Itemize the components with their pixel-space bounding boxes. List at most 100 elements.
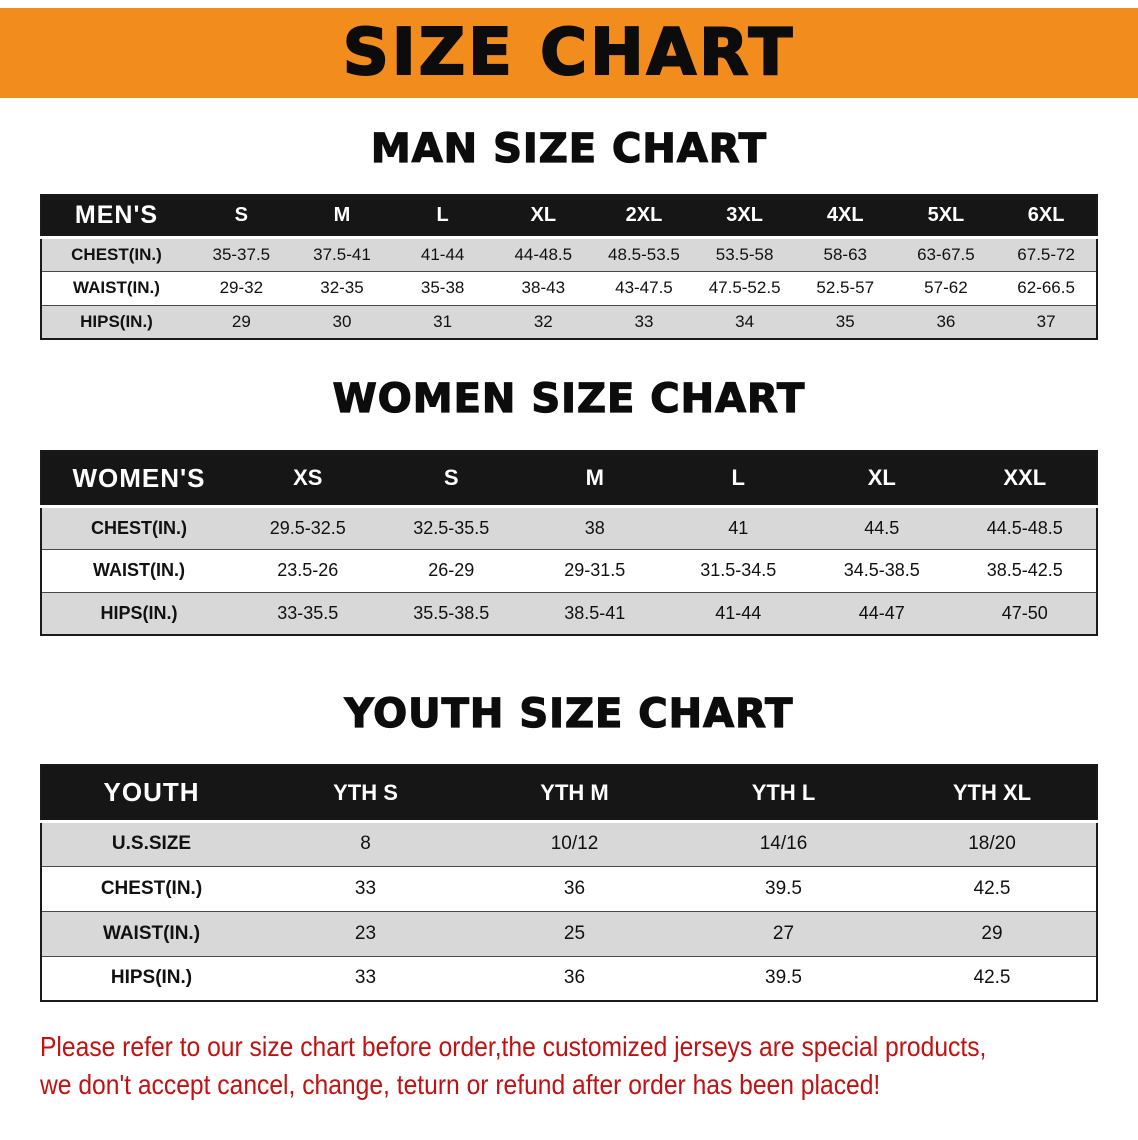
men-size-table: MEN'S S M L XL 2XL 3XL 4XL 5XL 6XL CHEST…	[40, 194, 1098, 340]
column-header: 5XL	[895, 195, 997, 239]
table-cell: 38.5-41	[564, 602, 626, 623]
table-cell: 48.5-53.5	[608, 244, 680, 264]
table-cell: 42.5	[973, 877, 1011, 899]
women-section-heading: WOMEN SIZE CHART	[332, 375, 806, 422]
table-cell: 43-47.5	[615, 278, 673, 297]
table-cell: 41	[728, 517, 749, 538]
table-cell: 53.5-58	[715, 244, 774, 264]
table-cell: 44-48.5	[514, 244, 573, 264]
table-cell: 33	[354, 877, 377, 899]
column-header: 2XL	[593, 195, 695, 239]
table-cell: 58-63	[823, 244, 867, 264]
table-cell: 67.5-72	[1017, 244, 1075, 264]
table-cell: 39.5	[765, 967, 802, 989]
table-cell: 47-50	[1001, 602, 1048, 623]
table-cell: 10/12	[550, 833, 599, 854]
column-header: 4XL	[794, 195, 896, 239]
column-header: 6XL	[996, 195, 1097, 239]
table-cell: 29-32	[219, 278, 264, 297]
row-label: U.S.SIZE	[111, 833, 192, 854]
table-row: HIPS(IN.) 33-35.5 35.5-38.5 38.5-41 41-4…	[41, 592, 1097, 635]
table-row: CHEST(IN.) 35-37.5 37.5-41 41-44 44-48.5…	[41, 237, 1097, 271]
table-cell: 31	[433, 311, 453, 331]
table-cell: 36	[936, 311, 956, 331]
table-cell: 44.5	[864, 517, 900, 538]
row-label: HIPS(IN.)	[110, 967, 193, 989]
table-cell: 33	[634, 311, 654, 331]
table-cell: 29.5-32.5	[269, 517, 346, 538]
row-label: CHEST(IN.)	[100, 877, 203, 899]
table-corner-header: WOMEN'S	[41, 451, 236, 508]
table-row: CHEST(IN.) 33 36 39.5 42.5	[41, 866, 1097, 911]
table-row: HIPS(IN.) 33 36 39.5 42.5	[41, 956, 1097, 1001]
column-header: YTH M	[470, 765, 679, 823]
table-cell: 37.5-41	[313, 244, 371, 264]
table-cell: 37	[1036, 311, 1056, 331]
row-label: CHEST(IN.)	[71, 244, 162, 264]
table-cell: 34	[735, 311, 755, 331]
table-cell: 34.5-38.5	[843, 560, 920, 580]
table-cell: 35.5-38.5	[413, 602, 490, 623]
row-label: WAIST(IN.)	[73, 278, 160, 297]
table-cell: 32.5-35.5	[413, 517, 490, 538]
table-row: U.S.SIZE 8 10/12 14/16 18/20	[41, 821, 1097, 866]
men-section-heading: MAN SIZE CHART	[370, 125, 768, 172]
row-label: WAIST(IN.)	[93, 560, 185, 580]
table-cell: 38	[584, 517, 605, 538]
table-cell: 38-43	[521, 278, 566, 297]
youth-header-row: YOUTH YTH S YTH M YTH L YTH XL	[41, 765, 1097, 823]
table-cell: 23	[354, 922, 377, 944]
men-header-row: MEN'S S M L XL 2XL 3XL 4XL 5XL 6XL	[41, 195, 1097, 239]
row-label: CHEST(IN.)	[91, 517, 187, 538]
column-header: XL	[492, 195, 594, 239]
table-cell: 36	[563, 967, 586, 989]
column-header: M	[291, 195, 393, 239]
table-cell: 23.5-26	[277, 560, 339, 580]
table-cell: 14/16	[759, 833, 808, 854]
column-header: YTH S	[261, 765, 470, 823]
table-cell: 44.5-48.5	[986, 517, 1063, 538]
column-header: L	[666, 451, 810, 508]
table-cell: 38.5-42.5	[986, 560, 1063, 580]
table-cell: 32-35	[320, 278, 364, 297]
table-cell: 27	[772, 922, 795, 944]
column-header: S	[379, 451, 523, 508]
table-cell: 41-44	[715, 602, 762, 623]
table-cell: 35-37.5	[212, 244, 271, 264]
table-row: WAIST(IN.) 23.5-26 26-29 29-31.5 31.5-34…	[41, 549, 1097, 592]
table-row: CHEST(IN.) 29.5-32.5 32.5-35.5 38 41 44.…	[41, 506, 1097, 549]
table-cell: 63-67.5	[917, 244, 975, 264]
table-cell: 29	[981, 922, 1003, 944]
table-cell: 39.5	[765, 877, 802, 899]
disclaimer-line-1: Please refer to our size chart before or…	[40, 1031, 987, 1062]
column-header: 3XL	[694, 195, 795, 239]
column-header: M	[523, 451, 667, 508]
disclaimer-line-2: we don't accept cancel, change, teturn o…	[40, 1069, 881, 1100]
youth-size-table: YOUTH YTH S YTH M YTH L YTH XL U.S.SIZE …	[40, 764, 1098, 1002]
table-cell: 31.5-34.5	[700, 560, 777, 580]
table-cell: 35-38	[420, 278, 465, 297]
table-cell: 62-66.5	[1017, 278, 1075, 297]
table-row: HIPS(IN.) 29 30 31 32 33 34 35 36 37	[41, 305, 1097, 339]
table-cell: 29-31.5	[564, 560, 626, 580]
table-cell: 32	[533, 311, 553, 331]
table-cell: 42.5	[973, 967, 1011, 989]
banner-title: SIZE CHART	[342, 15, 796, 91]
column-header: S	[191, 195, 292, 239]
women-size-table: WOMEN'S XS S M L XL XXL CHEST(IN.) 29.5-…	[40, 450, 1098, 636]
table-row: WAIST(IN.) 23 25 27 29	[41, 911, 1097, 956]
table-cell: 33	[354, 967, 377, 989]
table-cell: 29	[231, 311, 251, 331]
table-cell: 8	[360, 833, 371, 854]
column-header: YTH L	[679, 765, 888, 823]
row-label: HIPS(IN.)	[100, 602, 178, 623]
table-corner-header: MEN'S	[41, 195, 191, 239]
row-label: WAIST(IN.)	[102, 922, 201, 944]
youth-section-heading: YOUTH SIZE CHART	[344, 690, 794, 737]
table-cell: 30	[332, 311, 352, 331]
table-cell: 35	[835, 311, 855, 331]
table-cell: 18/20	[968, 833, 1016, 854]
table-cell: 33-35.5	[277, 602, 339, 623]
row-label: HIPS(IN.)	[80, 311, 153, 331]
disclaimer-text: Please refer to our size chart before or…	[40, 1028, 1006, 1104]
